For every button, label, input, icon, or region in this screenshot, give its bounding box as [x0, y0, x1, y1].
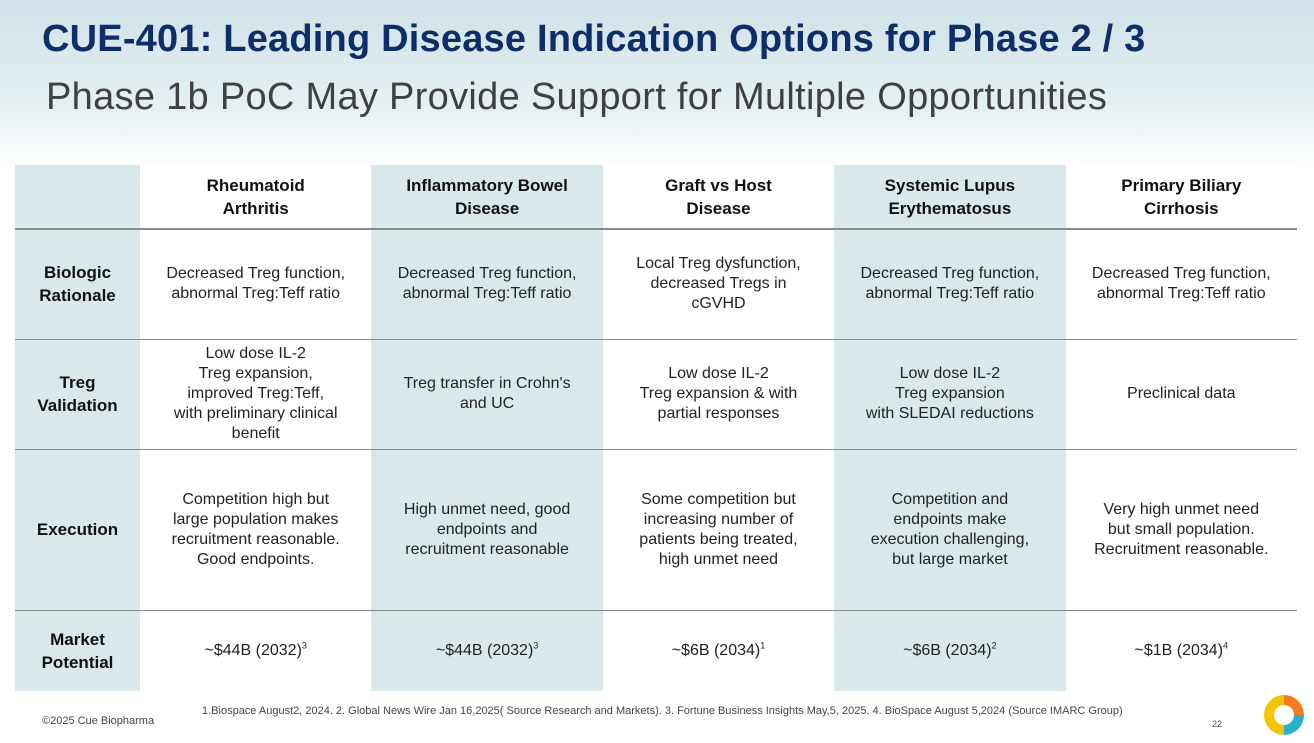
- column-header: Graft vs Host Disease: [602, 165, 835, 230]
- table-cell: Preclinical data: [1065, 339, 1297, 450]
- table-cell: Decreased Treg function, abnormal Treg:Te…: [834, 229, 1066, 340]
- page-number: 22: [1212, 719, 1223, 729]
- table-cell: Local Treg dysfunction, decreased Tregs i…: [602, 229, 835, 340]
- column-header: Primary Biliary Cirrhosis: [1065, 165, 1297, 230]
- table-cell: Low dose IL-2 Treg expansion, improved Tre…: [140, 339, 372, 450]
- footnotes: 1.Biospace August2, 2024. 2. Global News…: [202, 705, 1123, 717]
- table-row: Execution Competition high but large popu…: [15, 449, 1297, 611]
- table-cell: Decreased Treg function, abnormal Treg:Te…: [1065, 229, 1297, 340]
- column-header: Inflammatory Bowel Disease: [371, 165, 603, 230]
- indication-table: Rheumatoid Arthritis Inflammatory Bowel Di…: [15, 165, 1297, 691]
- table-row: Biologic Rationale Decreased Treg functio…: [15, 229, 1297, 340]
- row-label-execution: Execution: [15, 449, 140, 611]
- slide-subtitle: Phase 1b PoC May Provide Support for Mul…: [46, 76, 1108, 118]
- table-cell: ~$44B (2032)3: [371, 610, 603, 691]
- row-label-biologic-rationale: Biologic Rationale: [15, 229, 140, 340]
- table-cell: Low dose IL-2 Treg expansion with SLEDAI r…: [834, 339, 1066, 450]
- column-header: Rheumatoid Arthritis: [140, 165, 372, 230]
- table-cell: ~$44B (2032)3: [140, 610, 372, 691]
- logo-arc-orange: [1284, 695, 1304, 715]
- table-row: Treg Validation Low dose IL-2 Treg expansi…: [15, 339, 1297, 450]
- table-cell: Decreased Treg function, abnormal Treg:Te…: [371, 229, 603, 340]
- table-row: Market Potential ~$44B (2032)3 ~$44B (203…: [15, 610, 1297, 691]
- copyright-text: ©2025 Cue Biopharma: [42, 715, 155, 727]
- table-cell: Some competition but increasing number of…: [602, 449, 835, 611]
- table-cell: Decreased Treg function, abnormal Treg:Te…: [140, 229, 372, 340]
- table-cell: ~$6B (2034)1: [602, 610, 835, 691]
- table-cell: Competition and endpoints make execution c…: [834, 449, 1066, 611]
- table-cell: High unmet need, good endpoints and recrui…: [371, 449, 603, 611]
- header-row: Rheumatoid Arthritis Inflammatory Bowel Di…: [15, 165, 1297, 230]
- logo-arc-teal: [1284, 715, 1304, 735]
- logo-arc-yellow: [1264, 695, 1284, 735]
- table-cell: Very high unmet need but small population…: [1065, 449, 1297, 611]
- corner-cell: [15, 165, 140, 230]
- row-label-treg-validation: Treg Validation: [15, 339, 140, 450]
- table-cell: Treg transfer in Crohn's and UC: [371, 339, 603, 450]
- cue-logo-icon: [1264, 695, 1304, 735]
- table-cell: ~$6B (2034)2: [834, 610, 1066, 691]
- table-cell: Low dose IL-2 Treg expansion & with partia…: [602, 339, 835, 450]
- table-cell: ~$1B (2034)4: [1065, 610, 1297, 691]
- table-cell: Competition high but large population mak…: [140, 449, 372, 611]
- column-header: Systemic Lupus Erythematosus: [834, 165, 1066, 230]
- row-label-market-potential: Market Potential: [15, 610, 140, 691]
- slide-title: CUE-401: Leading Disease Indication Opti…: [42, 18, 1146, 60]
